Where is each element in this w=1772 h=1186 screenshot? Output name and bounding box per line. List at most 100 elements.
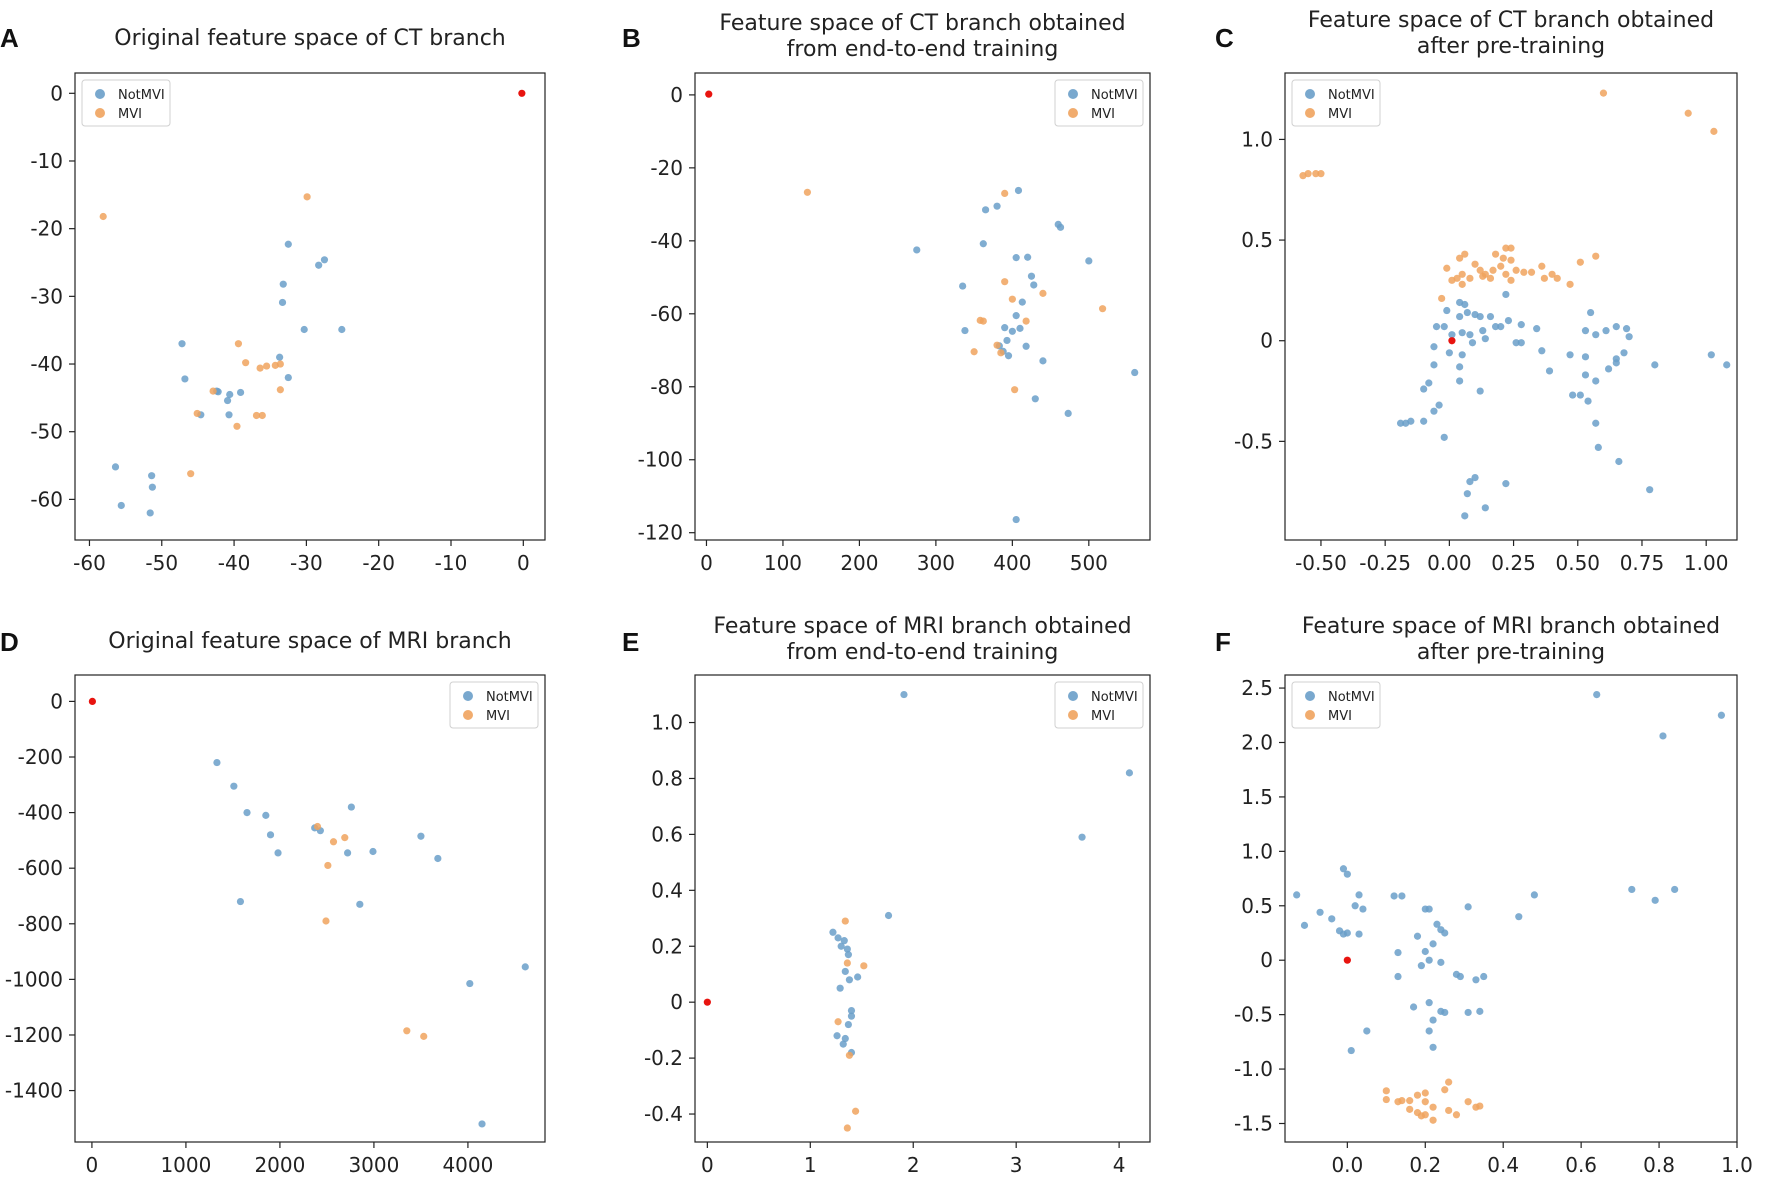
legend-label-mvi: MVI xyxy=(1091,107,1115,122)
mvi-point xyxy=(1001,189,1009,197)
notmvi-point xyxy=(225,411,233,419)
notmvi-point xyxy=(1425,905,1433,913)
mvi-point xyxy=(1452,1111,1461,1119)
notmvi-point xyxy=(1581,353,1590,361)
notmvi-point xyxy=(178,340,186,348)
notmvi-point xyxy=(1343,929,1351,937)
mvi-point xyxy=(1438,294,1446,303)
notmvi-point xyxy=(1659,732,1667,740)
notmvi-point xyxy=(1481,335,1489,343)
mvi-point xyxy=(1421,1111,1429,1119)
notmvi-point xyxy=(1429,940,1437,948)
x-tick-label: 2000 xyxy=(254,1153,305,1177)
notmvi-point xyxy=(1425,1027,1433,1035)
notmvi-point xyxy=(1502,290,1510,299)
notmvi-point xyxy=(1592,377,1600,385)
y-tick-label: -120 xyxy=(638,521,683,545)
notmvi-point xyxy=(1339,865,1348,873)
notmvi-point xyxy=(840,937,848,945)
mvi-point xyxy=(256,364,264,372)
y-tick-label: -20 xyxy=(30,217,63,241)
origin-point xyxy=(705,90,713,98)
x-tick-label: -0.50 xyxy=(1295,551,1347,575)
mvi-point xyxy=(341,834,349,842)
x-tick-label: 0.4 xyxy=(1487,1153,1519,1177)
notmvi-point xyxy=(1481,504,1489,512)
origin-point xyxy=(88,697,96,706)
notmvi-point xyxy=(1417,962,1425,970)
y-tick-label: -50 xyxy=(30,420,63,444)
notmvi-point xyxy=(1602,327,1610,335)
y-tick-label: -1.5 xyxy=(1234,1111,1273,1135)
x-tick-label: 1.00 xyxy=(1684,551,1729,575)
mvi-point xyxy=(1527,268,1536,276)
mvi-point xyxy=(843,1124,851,1132)
mvi-point xyxy=(1304,170,1312,178)
y-tick-label: -1200 xyxy=(5,1023,63,1047)
mvi-point xyxy=(1445,1078,1453,1086)
origin-point xyxy=(703,998,711,1006)
notmvi-point xyxy=(841,1034,849,1043)
notmvi-point xyxy=(1014,186,1023,195)
x-tick-label: 100 xyxy=(764,551,802,575)
notmvi-point xyxy=(1131,368,1139,377)
mvi-point xyxy=(242,359,250,367)
notmvi-point xyxy=(1466,478,1474,486)
origin-point xyxy=(1448,337,1456,345)
x-tick-label: 1000 xyxy=(160,1153,211,1177)
notmvi-point xyxy=(1031,395,1039,403)
panel-letter-a: A xyxy=(0,23,19,53)
mvi-point xyxy=(258,411,266,420)
mvi-point xyxy=(993,341,1001,349)
notmvi-point xyxy=(1012,312,1020,320)
panel-letter-d: D xyxy=(0,627,19,657)
mvi-point xyxy=(1520,268,1528,276)
notmvi-point xyxy=(181,375,189,383)
notmvi-point xyxy=(478,1120,486,1128)
mvi-point xyxy=(970,348,978,356)
legend-marker-notmvi xyxy=(463,691,473,701)
mvi-point xyxy=(997,349,1005,357)
notmvi-point xyxy=(1651,896,1659,904)
notmvi-point xyxy=(847,1012,856,1020)
notmvi-point xyxy=(1612,359,1620,367)
legend-label-notmvi: NotMVI xyxy=(118,88,165,103)
mvi-point xyxy=(1312,170,1320,178)
mvi-point xyxy=(1382,1095,1390,1104)
x-tick-label: -0.25 xyxy=(1359,551,1411,575)
mvi-point xyxy=(99,212,107,221)
notmvi-point xyxy=(1566,351,1574,359)
x-tick-label: 0.75 xyxy=(1620,551,1665,575)
notmvi-point xyxy=(1497,323,1505,331)
notmvi-point xyxy=(1001,324,1009,332)
mvi-point xyxy=(1011,386,1019,394)
notmvi-point xyxy=(1430,361,1438,369)
notmvi-point xyxy=(1456,363,1464,371)
notmvi-point xyxy=(1293,891,1301,899)
x-tick-label: 4000 xyxy=(442,1153,493,1177)
notmvi-point xyxy=(1458,351,1466,359)
x-tick-label: 0 xyxy=(701,1153,714,1177)
mvi-point xyxy=(1471,260,1479,268)
y-tick-label: 0 xyxy=(670,83,683,107)
notmvi-point xyxy=(1671,885,1679,894)
notmvi-point xyxy=(1491,323,1500,331)
notmvi-point xyxy=(1651,361,1659,369)
panel-d: D Original feature space of MRI branch 0 10… xyxy=(0,627,546,1177)
y-tick-label: -800 xyxy=(18,912,63,936)
notmvi-point xyxy=(1593,690,1601,699)
notmvi-point xyxy=(262,811,270,819)
legend-marker-mvi xyxy=(1068,710,1078,720)
mvi-point xyxy=(1406,1105,1414,1113)
notmvi-point xyxy=(1402,419,1410,427)
y-tick-label: 0 xyxy=(50,81,63,105)
notmvi-point xyxy=(1707,351,1715,359)
notmvi-point xyxy=(1425,999,1433,1007)
notmvi-point xyxy=(1581,327,1590,335)
mvi-point xyxy=(1507,244,1515,252)
mvi-point xyxy=(1499,254,1507,262)
y-tick-label: -20 xyxy=(650,156,683,180)
plot-frame xyxy=(694,674,1151,1143)
panel-a: A Original feature space of CT branch -60 -… xyxy=(0,23,546,575)
notmvi-point xyxy=(884,911,893,920)
